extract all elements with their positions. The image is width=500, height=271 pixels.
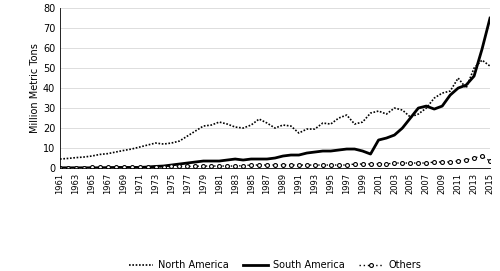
- Others: [105, 166, 111, 169]
- North America: [439, 91, 445, 95]
- South America: [160, 164, 166, 168]
- Others: [136, 165, 142, 169]
- North America: [136, 146, 142, 149]
- North America: [216, 120, 222, 124]
- South America: [136, 166, 142, 169]
- Others: [487, 159, 493, 163]
- Others: [471, 156, 477, 160]
- Others: [160, 165, 166, 168]
- Others: [439, 160, 445, 164]
- North America: [160, 143, 166, 146]
- Line: South America: South America: [60, 18, 490, 168]
- North America: [479, 59, 485, 62]
- South America: [57, 166, 63, 169]
- Others: [57, 166, 63, 169]
- South America: [439, 104, 445, 108]
- Y-axis label: Million Metric Tons: Million Metric Tons: [30, 43, 40, 133]
- Others: [479, 154, 485, 158]
- Line: North America: North America: [60, 60, 490, 159]
- South America: [216, 159, 222, 163]
- North America: [487, 64, 493, 68]
- Legend: North America, South America, Others: North America, South America, Others: [125, 256, 425, 271]
- Others: [216, 164, 222, 168]
- North America: [105, 152, 111, 155]
- South America: [105, 166, 111, 169]
- Line: Others: Others: [58, 154, 492, 170]
- South America: [487, 17, 493, 20]
- South America: [479, 47, 485, 51]
- North America: [57, 157, 63, 161]
- North America: [471, 66, 477, 70]
